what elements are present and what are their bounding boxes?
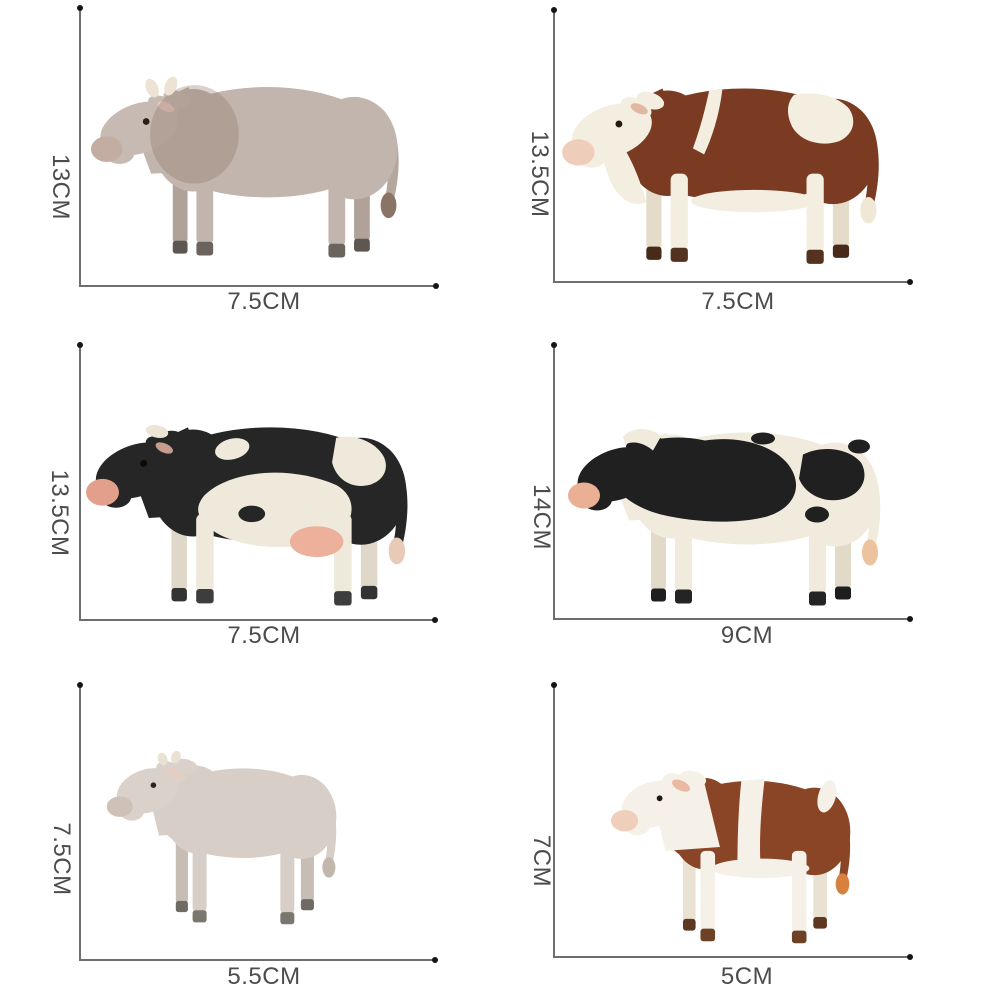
cow-figurine-holstein-bull: [567, 429, 907, 616]
cow-figurine-hereford-calf: [599, 738, 907, 952]
height-dimension-line: [79, 685, 81, 961]
height-label: 7.5CM: [48, 822, 75, 896]
height-dimension-line: [553, 345, 555, 620]
height-label: 13.5CM: [526, 130, 553, 218]
height-dimension-line: [79, 345, 81, 621]
dimension-endpoint-dot: [907, 954, 913, 960]
width-dimension-line: [553, 618, 910, 620]
panel-holstein-cow: 13.5CM 7.5CM: [0, 334, 501, 668]
width-label: 5CM: [720, 963, 774, 990]
panel-hereford-cow: 13.5CM 7.5CM: [501, 0, 1002, 334]
panel-holstein-bull: 14CM 9CM: [501, 334, 1002, 668]
width-dimension-line: [79, 959, 435, 961]
cow-figurine-hereford-cow: [561, 52, 906, 270]
height-dimension-line: [553, 685, 555, 958]
width-dimension-line: [79, 285, 436, 287]
dimension-endpoint-dot: [551, 7, 557, 13]
dimension-endpoint-dot: [433, 283, 439, 289]
height-label: 13.5CM: [46, 469, 73, 557]
cow-figurine-holstein-cow: [85, 425, 435, 613]
width-dimension-line: [79, 619, 435, 621]
dimension-endpoint-dot: [432, 617, 438, 623]
panel-hereford-calf: 7CM 5CM: [501, 668, 1002, 1002]
dimension-endpoint-dot: [77, 342, 83, 348]
panel-charolais-bull: 13CM 7.5CM: [0, 0, 501, 334]
height-label: 13CM: [47, 153, 74, 221]
width-label: 9CM: [720, 622, 774, 649]
dimension-endpoint-dot: [432, 957, 438, 963]
dimension-endpoint-dot: [77, 5, 83, 11]
width-dimension-line: [553, 956, 910, 958]
height-dimension-line: [553, 10, 555, 283]
dimension-endpoint-dot: [907, 616, 913, 622]
dimension-endpoint-dot: [551, 682, 557, 688]
dimension-endpoint-dot: [551, 342, 557, 348]
height-label: 7CM: [528, 834, 555, 888]
panel-cream-calf: 7.5CM 5.5CM: [0, 668, 501, 1002]
height-label: 14CM: [528, 483, 555, 551]
cow-figurine-cream-calf: [103, 750, 383, 945]
width-label: 7.5CM: [701, 288, 775, 315]
width-label: 7.5CM: [227, 622, 301, 649]
cow-figurine-charolais-bull: [90, 76, 425, 265]
dimension-endpoint-dot: [907, 279, 913, 285]
dimension-endpoint-dot: [77, 682, 83, 688]
width-label: 7.5CM: [227, 288, 301, 315]
height-dimension-line: [79, 8, 81, 287]
width-dimension-line: [553, 281, 910, 283]
width-label: 5.5CM: [227, 963, 301, 990]
